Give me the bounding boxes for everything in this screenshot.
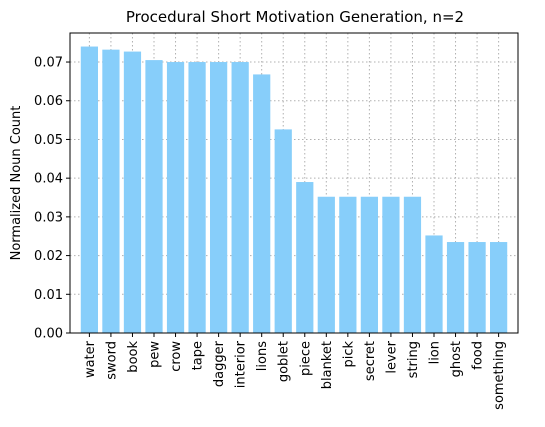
x-tick-label: food — [471, 341, 486, 370]
bar-something — [490, 242, 508, 333]
bar-pew — [145, 60, 163, 334]
y-tick-label: 0.00 — [34, 327, 63, 342]
x-tick-label: lever — [384, 340, 399, 373]
x-tick-label: lions — [255, 341, 270, 371]
bar-goblet — [274, 129, 292, 333]
x-tick-label: water — [83, 340, 98, 378]
chart-title: Procedural Short Motivation Generation, … — [126, 8, 464, 26]
x-tick-label: interior — [234, 340, 249, 388]
bar-food — [468, 242, 486, 333]
y-tick-label: 0.05 — [34, 133, 63, 148]
y-tick-label: 0.01 — [34, 288, 63, 303]
x-tick-label: goblet — [277, 341, 292, 382]
bar-crow — [166, 62, 185, 333]
bar-lions — [253, 74, 271, 333]
x-tick-label: string — [406, 341, 421, 378]
bar-secret — [360, 196, 378, 333]
bar-water — [80, 46, 98, 333]
bar-blanket — [317, 196, 335, 333]
x-tick-label: crow — [169, 341, 184, 372]
bar-dagger — [210, 62, 228, 333]
bar-book — [123, 51, 142, 333]
y-tick-label: 0.07 — [34, 56, 63, 71]
y-axis-label: Normalized Noun Count — [9, 106, 24, 261]
x-tick-label: lion — [428, 341, 443, 364]
x-axis-ticks: water sword book pew crow tape dagger interior l… — [83, 333, 507, 410]
y-tick-label: 0.06 — [34, 94, 63, 109]
x-tick-label: secret — [363, 341, 378, 381]
bar-tape — [188, 62, 206, 333]
bar-pick — [339, 196, 357, 333]
bar-interior — [231, 62, 249, 333]
bar-string — [403, 196, 422, 333]
x-tick-label: book — [126, 341, 141, 373]
x-tick-label: sword — [104, 341, 119, 380]
x-tick-label: pew — [148, 341, 163, 368]
y-tick-label: 0.03 — [34, 210, 63, 225]
x-tick-label: pick — [341, 341, 356, 368]
bar-piece — [296, 182, 314, 333]
x-tick-label: dagger — [212, 340, 227, 387]
y-tick-label: 0.04 — [34, 172, 63, 187]
x-tick-label: piece — [298, 341, 313, 376]
plot-frame — [69, 32, 519, 334]
y-tick-label: 0.02 — [34, 249, 63, 264]
bar-lever — [382, 196, 400, 333]
bar-lion — [425, 235, 443, 333]
bar-ghost — [446, 242, 465, 333]
x-tick-label: something — [492, 341, 507, 410]
x-tick-label: ghost — [449, 341, 464, 377]
bar-sword — [102, 49, 120, 333]
x-tick-label: blanket — [320, 341, 335, 389]
x-tick-label: tape — [191, 341, 206, 370]
bars — [80, 46, 508, 334]
y-axis-ticks: 0.00 0.01 0.02 0.03 0.04 0.05 0.06 0.07 — [34, 56, 70, 342]
